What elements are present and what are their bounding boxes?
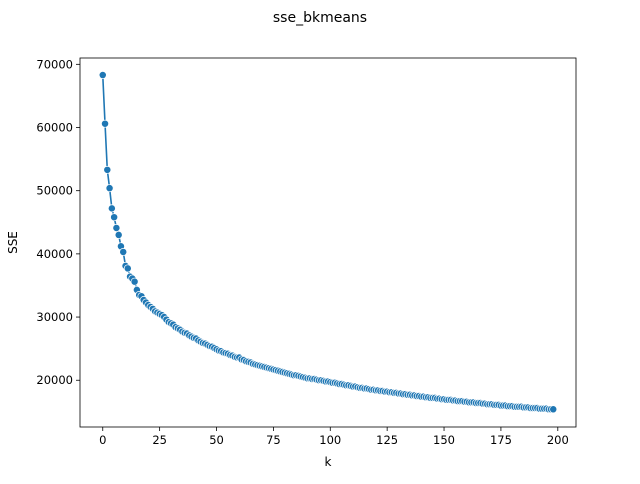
data-point bbox=[105, 184, 114, 193]
data-point bbox=[103, 165, 112, 174]
data-point bbox=[101, 119, 109, 128]
data-point bbox=[112, 224, 121, 232]
y-tick-label: 50000 bbox=[36, 184, 73, 198]
data-point bbox=[123, 264, 132, 273]
x-tick-label: 100 bbox=[319, 433, 341, 447]
y-tick-label: 30000 bbox=[36, 310, 73, 324]
x-tick-label: 75 bbox=[266, 433, 281, 447]
x-tick-label: 25 bbox=[152, 433, 167, 447]
x-tick-label: 50 bbox=[209, 433, 224, 447]
data-point bbox=[549, 405, 558, 414]
x-axis-label: k bbox=[325, 455, 332, 469]
data-point bbox=[119, 248, 128, 256]
x-tick-label: 0 bbox=[99, 433, 106, 447]
y-tick-label: 20000 bbox=[36, 373, 73, 387]
y-tick-label: 60000 bbox=[36, 121, 73, 135]
series-layer bbox=[98, 71, 558, 414]
data-point bbox=[98, 71, 107, 80]
plot-area bbox=[80, 58, 576, 427]
data-point bbox=[130, 277, 139, 286]
y-axis-ticks: 20000 30000 40000 50000 60000 70000 bbox=[36, 57, 80, 387]
chart-title: sse_bkmeans bbox=[273, 10, 367, 26]
x-tick-label: 125 bbox=[376, 433, 398, 447]
y-tick-label: 40000 bbox=[36, 247, 73, 261]
y-axis-label: SSE bbox=[6, 231, 20, 254]
x-tick-label: 175 bbox=[490, 433, 512, 447]
data-point bbox=[114, 230, 123, 239]
plot-frame bbox=[79, 57, 577, 428]
data-point bbox=[110, 213, 119, 222]
x-tick-label: 200 bbox=[547, 433, 569, 447]
x-axis-ticks: 0 25 50 75 100 125 150 175 200 bbox=[99, 427, 569, 447]
data-point bbox=[107, 204, 116, 213]
y-tick-label: 70000 bbox=[36, 57, 73, 71]
x-tick-label: 150 bbox=[433, 433, 455, 447]
